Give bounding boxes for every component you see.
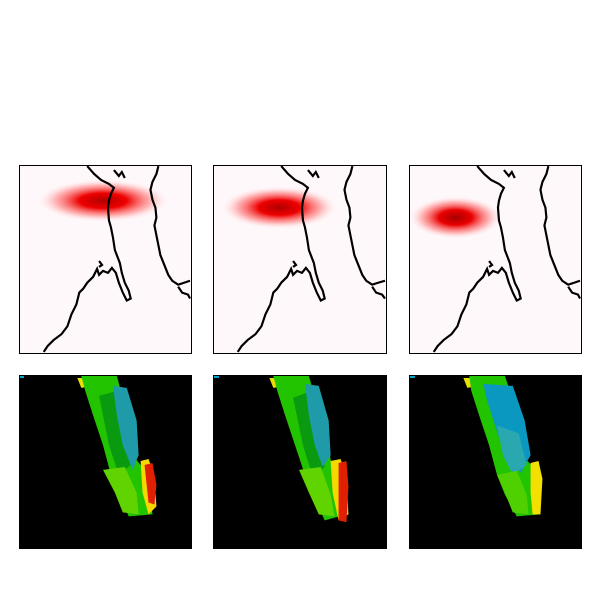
field-band-teal [112,385,139,470]
field-band-red-edge [338,461,349,523]
intensity-blob [35,178,171,223]
field-band-darkgreen [293,391,325,477]
coastline-west [432,166,522,353]
field-band-teal [304,383,331,467]
coastline-west [42,166,132,353]
color-panel-bottom-3 [409,375,582,549]
coastline-island [503,169,516,179]
map-panel-top-3 [409,165,582,354]
coastline-lower [177,286,191,300]
coastline-spot [488,260,494,268]
coastline-east [539,166,581,286]
coastline-west [236,166,326,353]
field-band-red-edge [144,462,157,505]
color-panel-bottom-2 [213,375,387,549]
field-band-lightgreen [299,466,335,517]
intensity-blob [410,195,503,240]
corner-mark [214,376,219,378]
color-panel-bottom-1 [19,375,192,549]
coastline-island [113,169,126,179]
corner-mark [20,376,24,378]
coastline-map-2 [214,166,386,353]
intensity-blob [219,185,339,230]
map-panel-top-2 [213,165,387,354]
color-field-1 [20,376,191,548]
map-panel-top-1 [19,165,192,354]
field-band-yellow-edge [530,461,543,515]
coastline-east [149,166,191,286]
field-band-lightgreen [496,470,529,515]
coastline-lower [371,286,386,300]
color-field-3 [410,376,581,548]
field-band-lightgreen [103,466,139,515]
coastline-map-3 [410,166,581,353]
coastline-spot [292,260,298,268]
coastline-east [343,166,386,286]
coastline-lower [567,286,581,300]
coastline-island [307,169,320,179]
corner-mark [410,376,415,378]
field-band-teal-light [496,425,527,475]
coastline-spot [98,260,104,268]
coastline-map-1 [20,166,191,353]
color-field-2 [214,376,386,548]
map-background [410,166,581,353]
